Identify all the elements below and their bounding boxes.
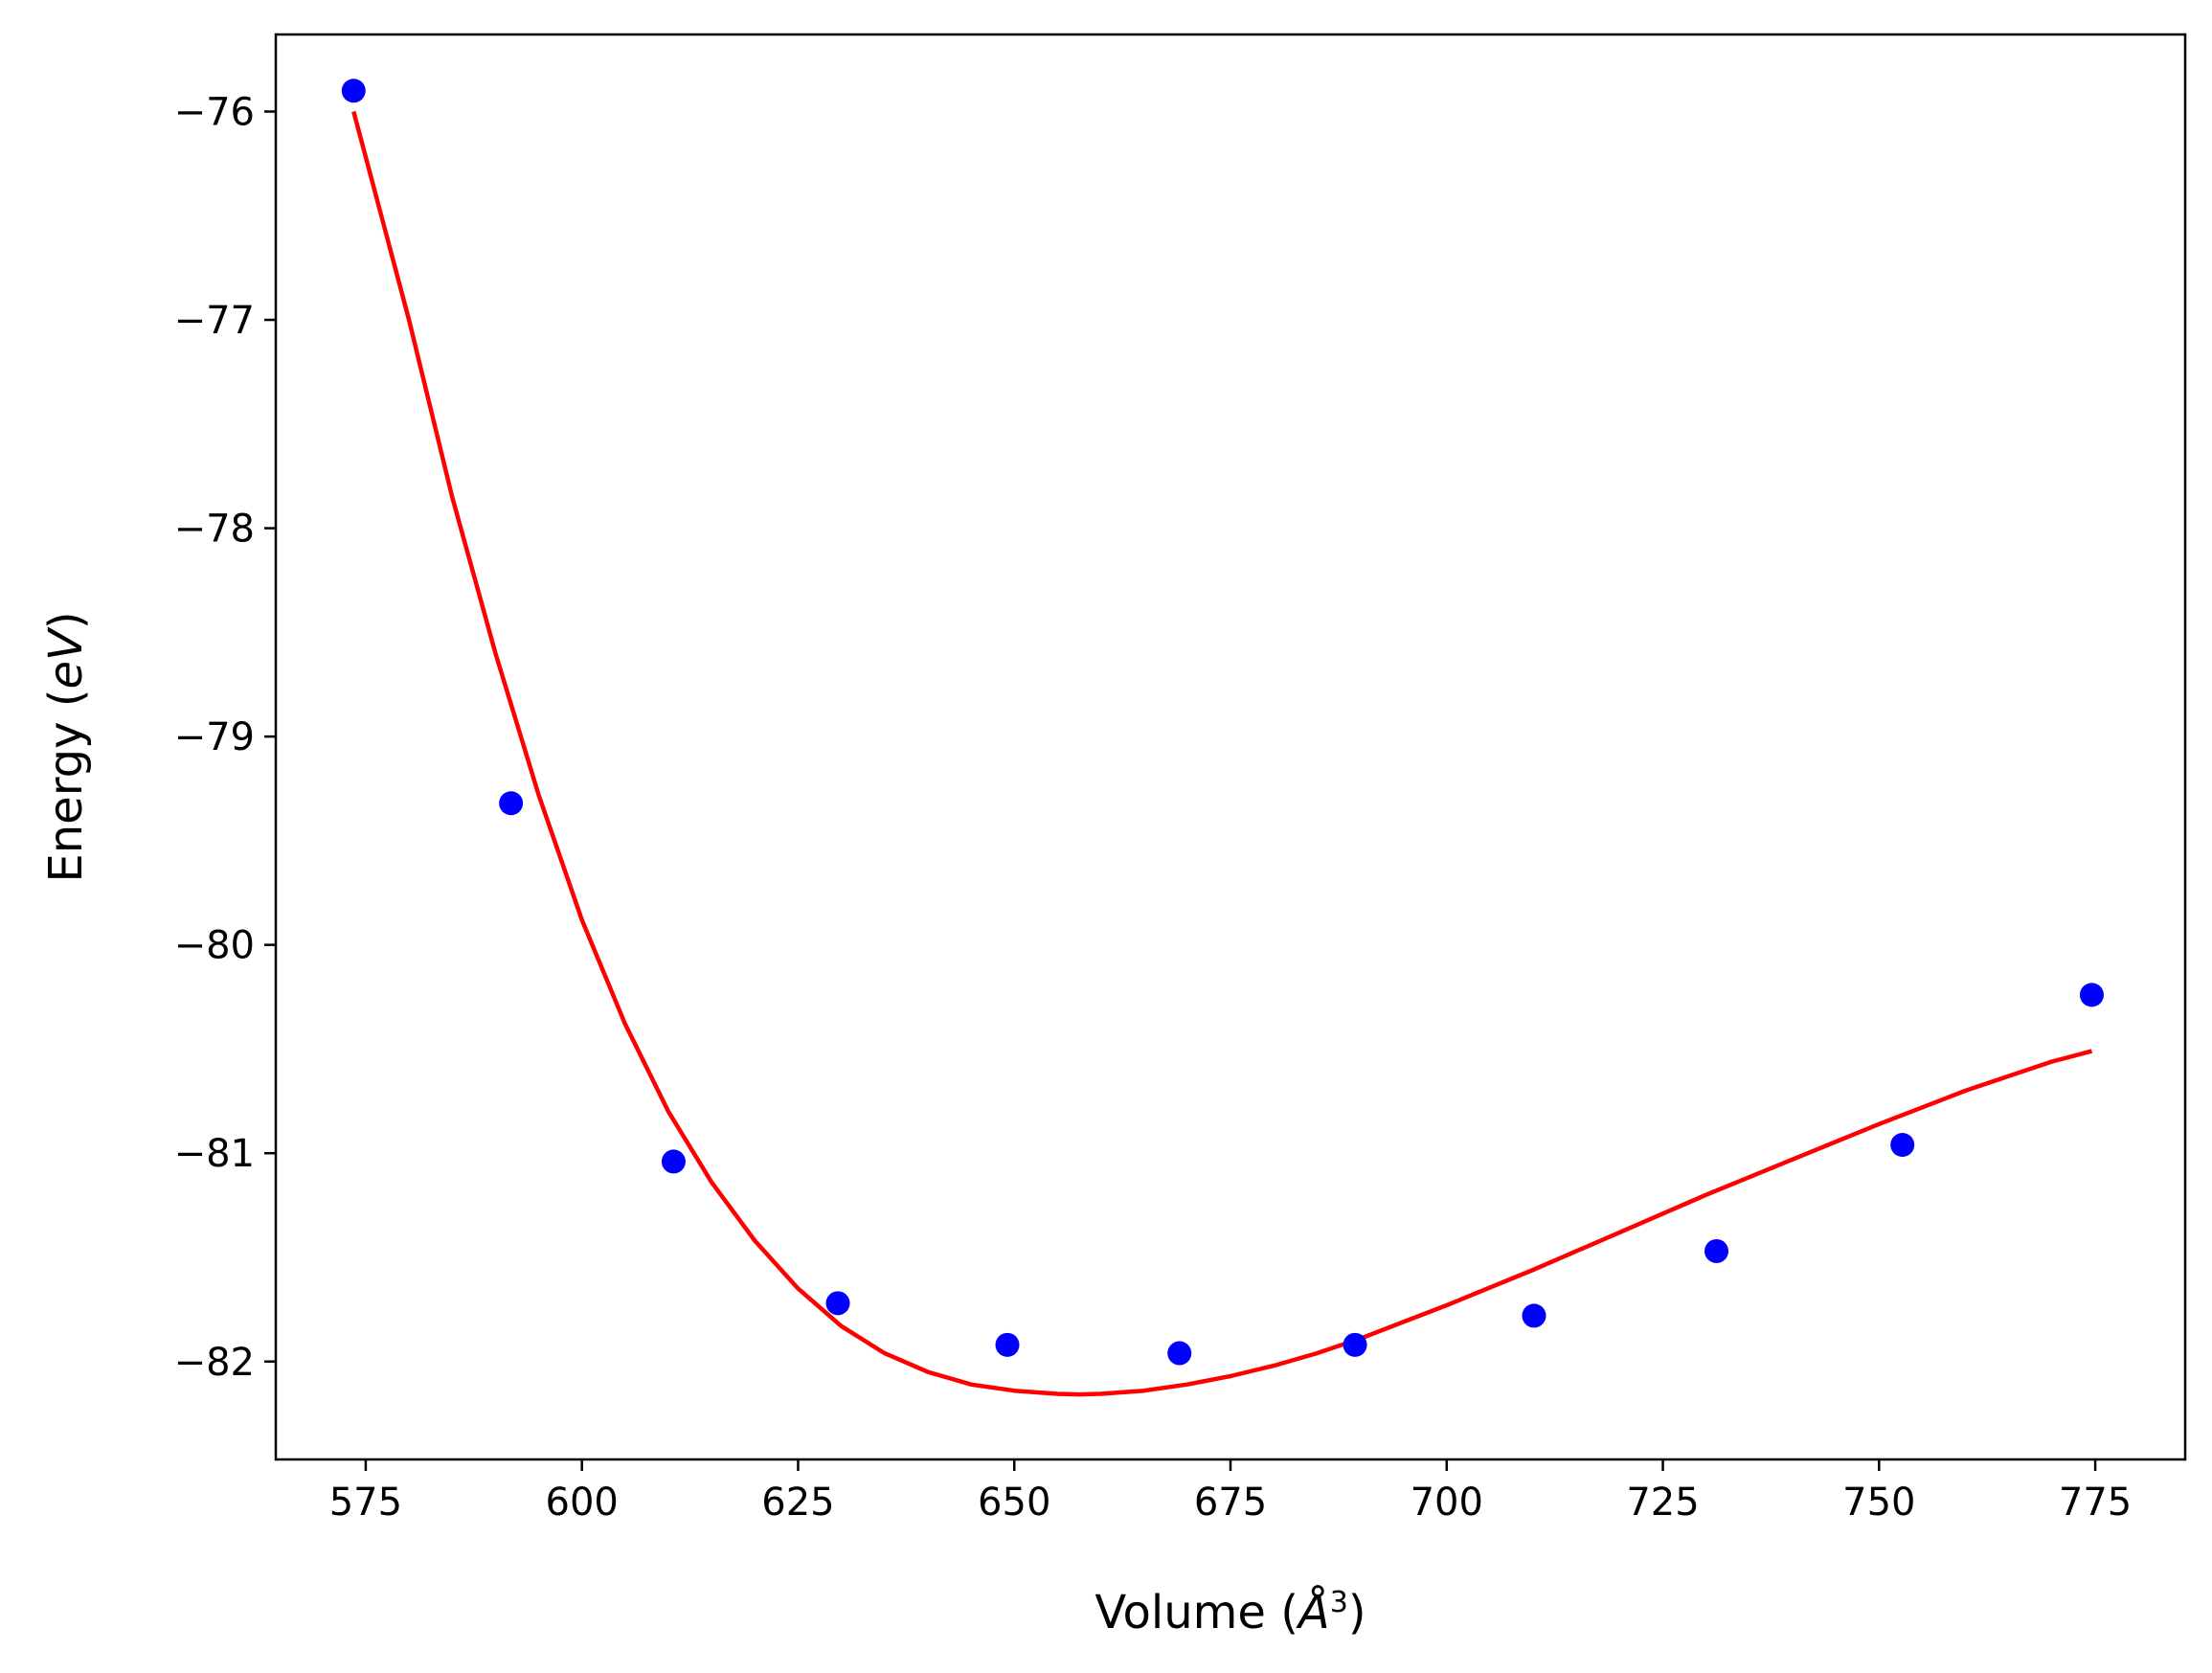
plot-area	[274, 33, 2187, 1461]
y-tick-label: −76	[174, 90, 255, 134]
data-point	[1704, 1238, 1729, 1263]
data-point	[2079, 983, 2104, 1007]
data-point	[661, 1149, 686, 1174]
x-axis-label: Volume (Å3)	[1095, 1585, 1366, 1639]
data-point	[995, 1332, 1020, 1357]
x-tick-label: 725	[1626, 1481, 1699, 1525]
y-tick-label: −78	[174, 508, 255, 552]
data-point	[1522, 1303, 1546, 1328]
x-axis-ticks: 575 600 625 650 675 700 725 750 775	[329, 1459, 2132, 1525]
data-point	[1167, 1341, 1192, 1366]
x-tick-label: 600	[546, 1481, 619, 1525]
series-layer	[341, 79, 2104, 1397]
y-tick-label: −77	[174, 299, 255, 343]
y-tick-label: −79	[174, 715, 255, 759]
data-point	[341, 79, 366, 103]
x-tick-label: 775	[2059, 1481, 2132, 1525]
data-point	[1343, 1332, 1367, 1357]
x-tick-label: 675	[1194, 1481, 1267, 1525]
y-tick-label: −80	[174, 924, 255, 968]
plot-frame	[274, 33, 2187, 1461]
y-tick-label: −81	[174, 1132, 255, 1176]
x-tick-label: 575	[329, 1481, 402, 1525]
fit-curve-line	[351, 110, 2093, 1397]
data-point	[499, 791, 524, 816]
x-tick-label: 650	[978, 1481, 1050, 1525]
x-tick-label: 700	[1411, 1481, 1483, 1525]
x-tick-label: 625	[761, 1481, 834, 1525]
data-point	[825, 1291, 850, 1316]
data-point	[1890, 1133, 1915, 1158]
x-tick-label: 750	[1842, 1481, 1915, 1525]
y-tick-label: −82	[174, 1341, 255, 1385]
y-axis-ticks: −76 −77 −78 −79 −80 −81 −82	[174, 90, 276, 1385]
y-axis-label: Energy (eV)	[39, 611, 93, 882]
